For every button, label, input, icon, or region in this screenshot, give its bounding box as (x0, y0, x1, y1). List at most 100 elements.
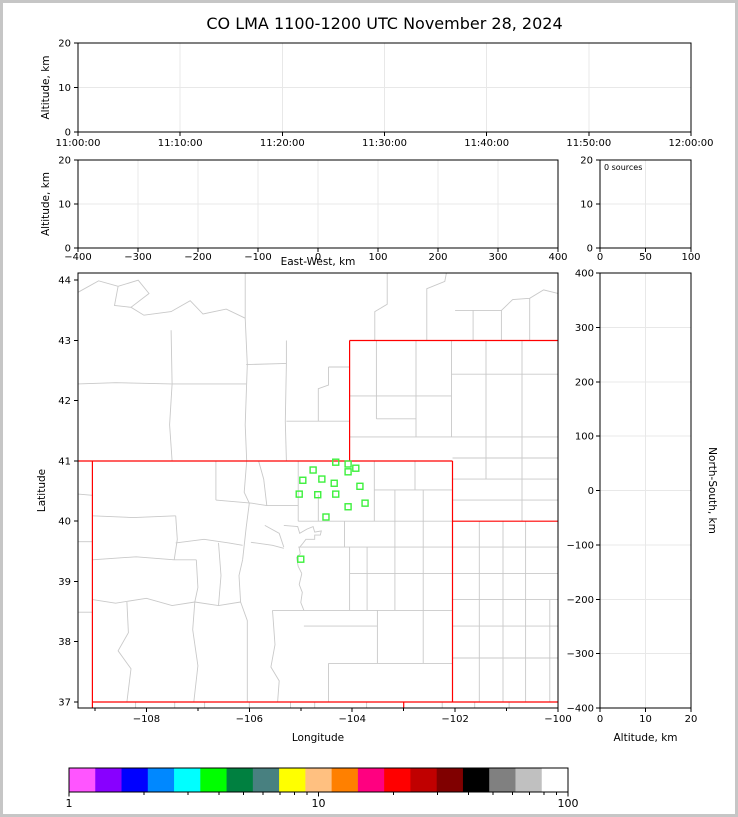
ns-tick-label: −100 (567, 540, 594, 551)
latitude-tick-label: 39 (58, 577, 71, 588)
county-line (173, 515, 178, 560)
y-axis-label: Altitude, km (40, 55, 52, 119)
colorbar-tick-label: 100 (558, 797, 579, 810)
colorbar-tick-label: 10 (312, 797, 326, 810)
y-axis-label: Latitude (36, 469, 48, 512)
station-marker (295, 490, 303, 498)
altitude-tick-label: 10 (58, 200, 71, 211)
latitude-tick-label: 41 (58, 456, 71, 467)
county-line (283, 524, 322, 574)
altitude-tick-label: 20 (58, 39, 71, 50)
altitude-tick-label: 10 (58, 83, 71, 94)
colorbar-segment (174, 768, 201, 792)
colorbar-segment (279, 768, 306, 792)
page-title: CO LMA 1100-1200 UTC November 28, 2024 (206, 14, 563, 33)
ns-tick-label: −300 (567, 649, 594, 660)
county-line (78, 382, 172, 385)
colorbar-segment (200, 768, 228, 792)
station-marker (352, 464, 360, 472)
latitude-tick-label: 40 (58, 517, 71, 528)
colorbar-segment (384, 768, 411, 792)
colorbar-segment (252, 768, 280, 792)
y-axis-label: Altitude, km (40, 172, 52, 236)
county-line (92, 515, 176, 519)
county-line (169, 330, 173, 462)
ew-tick-label: 300 (488, 252, 507, 263)
station-marker (309, 466, 317, 474)
longitude-tick-label: −104 (338, 714, 365, 725)
hist-x-tick-label: 0 (597, 252, 603, 263)
time-tick-label: 11:50:00 (566, 138, 611, 149)
latitude-tick-label: 43 (58, 336, 71, 347)
longitude-tick-label: −106 (236, 714, 263, 725)
station-marker (318, 475, 326, 483)
county-line (78, 493, 93, 496)
altitude-tick-label: 0 (597, 714, 603, 725)
station-marker (332, 458, 340, 466)
time-tick-label: 11:20:00 (260, 138, 305, 149)
county-line (246, 362, 287, 366)
ns-tick-label: 300 (575, 323, 594, 334)
ew-tick-label: 0 (315, 252, 321, 263)
colorbar-segment (541, 768, 569, 792)
colorbar-segment (515, 768, 543, 792)
station-marker (332, 490, 340, 498)
station-marker (299, 476, 307, 484)
ns-tick-label: 0 (588, 486, 594, 497)
colorbar-segment (69, 768, 96, 792)
time-tick-label: 11:00:00 (56, 138, 101, 149)
x-axis-label: East-West, km (281, 256, 356, 268)
map-layers (78, 273, 558, 708)
county-line (238, 559, 244, 603)
colorbar-segment (436, 768, 464, 792)
longitude-tick-label: −100 (544, 714, 571, 725)
longitude-tick-label: −102 (441, 714, 468, 725)
station-marker (314, 491, 322, 499)
colorbar-segment (357, 768, 385, 792)
county-line (192, 601, 199, 703)
y-axis-label-right: North-South, km (706, 447, 718, 534)
county-line (317, 367, 329, 422)
station-marker (297, 555, 305, 563)
latitude-tick-label: 44 (58, 276, 71, 287)
station-marker (344, 460, 352, 468)
hist-x-tick-label: 100 (681, 252, 700, 263)
ns-tick-label: −200 (567, 595, 594, 606)
county-line (92, 556, 197, 561)
colorbar-segment (410, 768, 438, 792)
time-tick-label: 11:30:00 (362, 138, 407, 149)
colorbar-segment (147, 768, 175, 792)
hist-x-tick-label: 50 (639, 252, 652, 263)
ew-tick-label: −100 (244, 252, 271, 263)
county-line (113, 286, 132, 308)
colorbar-segment (462, 768, 490, 792)
altitude-tick-label: 10 (639, 714, 652, 725)
ew-tick-label: −400 (64, 252, 91, 263)
longitude-tick-label: −108 (133, 714, 160, 725)
county-line (242, 503, 250, 560)
colorbar-segment (489, 768, 516, 792)
altitude-tick-label: 0 (65, 128, 71, 139)
colorbar-segment (95, 768, 123, 792)
county-line (240, 601, 248, 702)
county-line (250, 541, 284, 549)
county-line (258, 460, 268, 506)
latitude-tick-label: 38 (58, 637, 71, 648)
hist-y-tick-label: 20 (580, 156, 593, 167)
county-line (244, 273, 248, 462)
county-line (175, 538, 243, 546)
station-marker (344, 468, 352, 476)
county-line (117, 601, 132, 703)
station-marker (356, 482, 364, 490)
time-tick-label: 11:40:00 (464, 138, 509, 149)
altitude-tick-label: 20 (58, 156, 71, 167)
ns-tick-label: 200 (575, 377, 594, 388)
colorbar-segment (331, 768, 359, 792)
colorbar-segment (305, 768, 333, 792)
hist-y-tick-label: 10 (580, 200, 593, 211)
station-marker (361, 499, 369, 507)
ew-tick-label: 400 (548, 252, 567, 263)
time-tick-label: 11:10:00 (158, 138, 203, 149)
county-line (264, 525, 285, 548)
county-line (426, 273, 447, 341)
